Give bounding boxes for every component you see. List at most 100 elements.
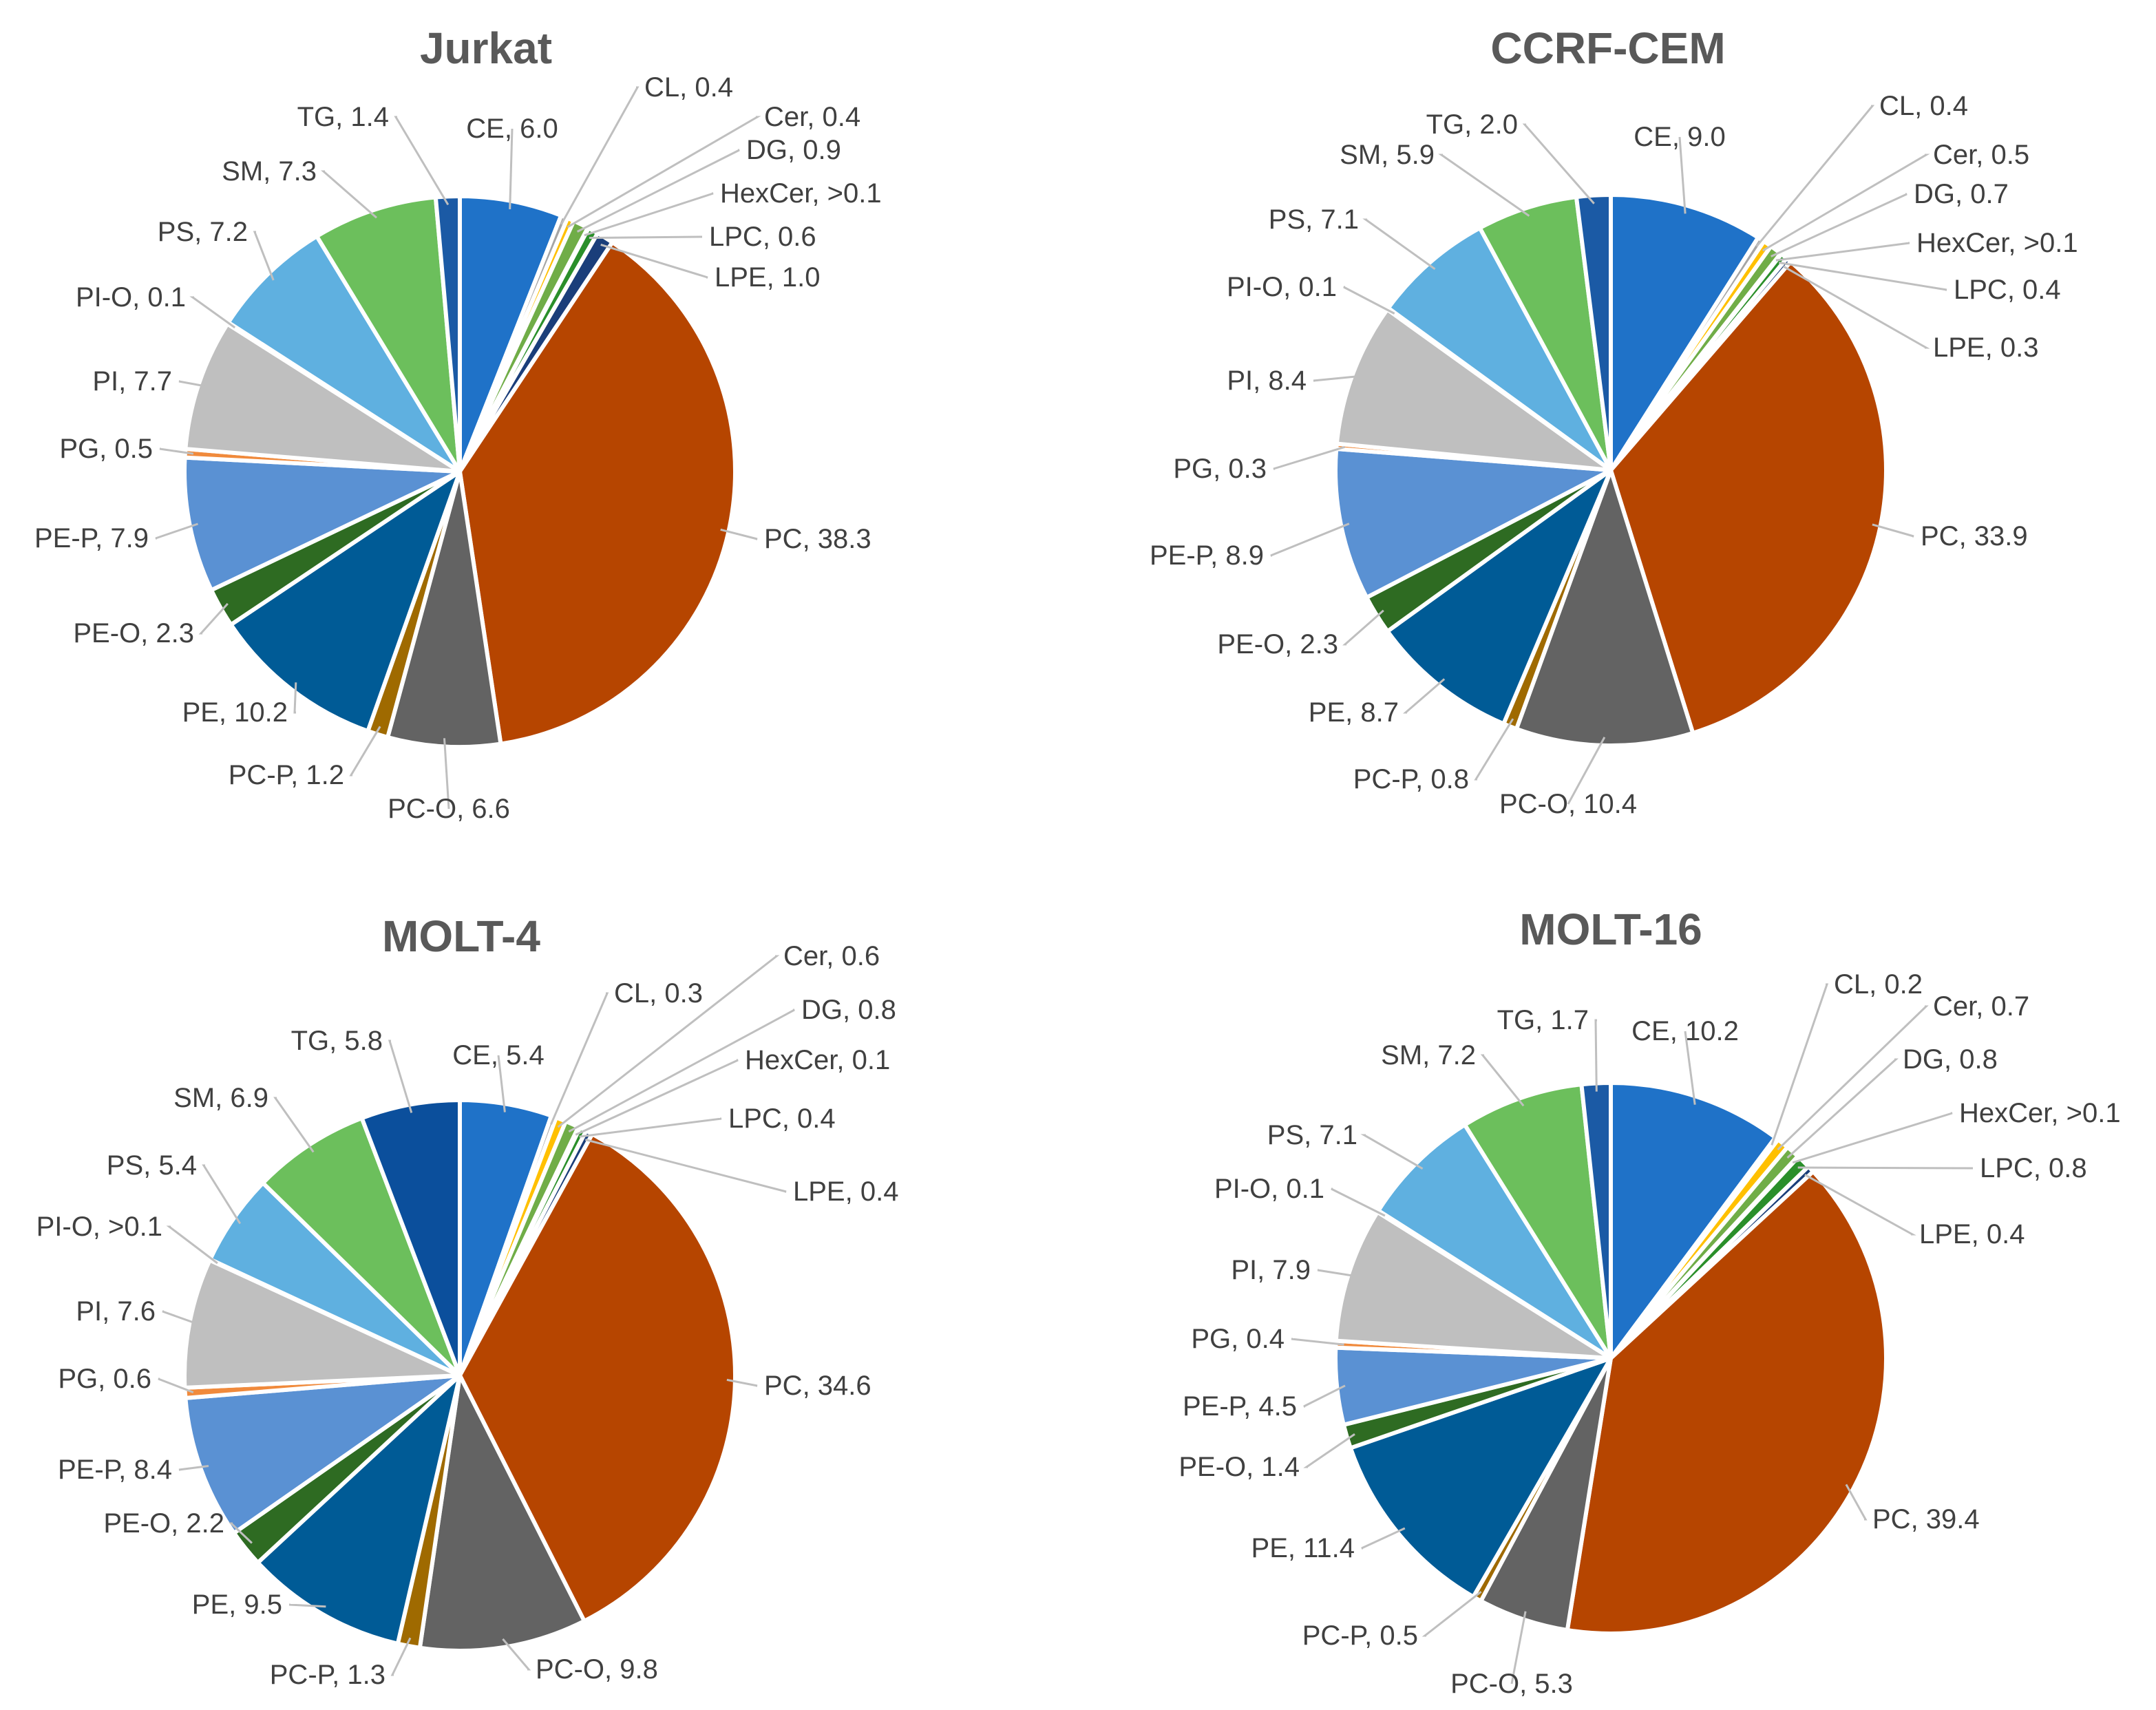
data-label-tg: TG, 5.8 bbox=[291, 1026, 383, 1056]
data-label-hexcer: HexCer, >0.1 bbox=[1959, 1098, 2121, 1128]
data-label-dg: DG, 0.8 bbox=[801, 995, 896, 1025]
slice-ps bbox=[226, 234, 462, 474]
leader-line bbox=[502, 1638, 531, 1671]
leader-line bbox=[1567, 737, 1606, 805]
data-label-lpc: LPC, 0.6 bbox=[709, 222, 816, 252]
data-label-pe-p: PE-P, 8.9 bbox=[1150, 540, 1264, 571]
leader-line bbox=[600, 243, 708, 279]
data-label-dg: DG, 0.9 bbox=[746, 135, 841, 165]
data-label-pe-o: PE-O, 2.3 bbox=[73, 618, 194, 648]
data-label-cl: CL, 0.2 bbox=[1834, 969, 1923, 1000]
data-label-pe-p: PE-P, 7.9 bbox=[34, 523, 149, 553]
slice-pi bbox=[1333, 1210, 1613, 1360]
slice-pc-o bbox=[417, 1373, 586, 1653]
leader-line bbox=[253, 231, 275, 281]
leader-line bbox=[1522, 123, 1595, 204]
data-label-ce: CE, 9.0 bbox=[1634, 122, 1725, 152]
data-label-lpc: LPC, 0.4 bbox=[1954, 275, 2061, 305]
leader-line bbox=[1755, 105, 1875, 247]
data-label-dg: DG, 0.8 bbox=[1903, 1044, 1998, 1075]
data-label-lpe: LPE, 0.4 bbox=[1919, 1219, 2025, 1249]
slice-sm bbox=[1462, 1082, 1613, 1360]
leader-line bbox=[1342, 609, 1384, 646]
slice-pi bbox=[183, 321, 462, 474]
leader-line bbox=[1845, 1484, 1868, 1521]
leader-line bbox=[576, 149, 740, 233]
leader-line bbox=[1362, 218, 1436, 271]
data-label-lpc: LPC, 0.4 bbox=[728, 1104, 836, 1134]
data-label-cer: Cer, 0.4 bbox=[764, 102, 860, 132]
data-label-pe-o: PE-O, 2.3 bbox=[1217, 629, 1338, 659]
leader-line bbox=[1792, 1112, 1953, 1164]
leader-line bbox=[575, 1059, 739, 1136]
pie-chart-molt-16: MOLT-16 CE, 10.2 CL, 0.2 Cer, 0.7 DG, 0.8 Hex… bbox=[1179, 905, 2120, 1699]
data-label-ps: PS, 7.1 bbox=[1269, 204, 1359, 235]
data-label-pi-o: PI-O, >0.1 bbox=[36, 1212, 162, 1242]
leader-line bbox=[1762, 154, 1930, 252]
leader-line bbox=[321, 170, 377, 219]
data-label-ce: CE, 6.0 bbox=[466, 114, 558, 144]
slice-tg bbox=[1574, 192, 1613, 472]
data-label-lpe: LPE, 0.3 bbox=[1933, 332, 2038, 363]
slice-pi bbox=[1334, 307, 1613, 472]
slice-pc-o bbox=[1514, 468, 1695, 748]
data-label-ps: PS, 7.1 bbox=[1267, 1120, 1357, 1150]
data-label-pi-o: PI-O, 0.1 bbox=[1214, 1174, 1324, 1204]
leader-line bbox=[1331, 1188, 1386, 1217]
leader-line bbox=[1343, 286, 1395, 315]
leader-line bbox=[585, 1139, 787, 1193]
leader-line bbox=[1778, 262, 1947, 291]
pie-labels: CE, 10.2 CL, 0.2 Cer, 0.7 DG, 0.8 HexCer, >0… bbox=[1179, 969, 2120, 1699]
leader-line bbox=[1474, 718, 1514, 781]
leader-line bbox=[388, 1039, 413, 1113]
leader-line bbox=[229, 1522, 253, 1544]
data-label-ps: PS, 7.2 bbox=[158, 217, 248, 247]
leader-line bbox=[443, 738, 450, 810]
leader-line bbox=[1273, 445, 1345, 470]
leader-line bbox=[288, 1603, 326, 1608]
leader-line bbox=[509, 128, 514, 209]
data-label-pc-o: PC-O, 5.3 bbox=[1450, 1669, 1573, 1699]
leader-line bbox=[1303, 1433, 1355, 1468]
chart-title: MOLT-4 bbox=[382, 911, 540, 961]
leader-line bbox=[560, 86, 640, 225]
leader-line bbox=[1438, 154, 1530, 217]
leader-line bbox=[584, 192, 714, 237]
data-label-pe: PE, 9.5 bbox=[192, 1590, 282, 1620]
leader-line bbox=[155, 522, 198, 540]
data-label-pc-o: PC-O, 10.4 bbox=[1499, 789, 1637, 819]
data-label-pi: PI, 8.4 bbox=[1227, 366, 1307, 396]
data-label-pe-o: PE-O, 1.4 bbox=[1179, 1452, 1300, 1482]
leader-line bbox=[1422, 1591, 1482, 1637]
data-label-dg: DG, 0.7 bbox=[1914, 179, 2009, 209]
leader-line bbox=[159, 447, 194, 455]
leader-line bbox=[1291, 1338, 1344, 1346]
data-label-pc: PC, 34.6 bbox=[764, 1371, 871, 1401]
leader-line bbox=[189, 296, 236, 329]
data-label-pe: PE, 10.2 bbox=[182, 697, 288, 728]
slice-pe bbox=[1385, 468, 1613, 726]
leader-line bbox=[1775, 242, 1910, 262]
leader-line bbox=[1402, 678, 1446, 714]
data-label-pc-p: PC-P, 0.5 bbox=[1302, 1621, 1418, 1651]
leader-line bbox=[158, 1378, 194, 1393]
data-label-pi-o: PI-O, 0.1 bbox=[76, 282, 186, 313]
leader-line bbox=[497, 1055, 506, 1112]
leader-line bbox=[550, 992, 609, 1125]
slice-ps bbox=[1376, 1122, 1613, 1360]
slice-pe-p bbox=[183, 1373, 462, 1535]
leader-line bbox=[178, 380, 207, 388]
data-label-pi: PI, 7.6 bbox=[76, 1296, 156, 1327]
leader-line bbox=[349, 726, 381, 777]
data-label-cer: Cer, 0.7 bbox=[1933, 991, 2029, 1022]
data-label-pe-p: PE-P, 8.4 bbox=[58, 1455, 172, 1485]
slice-ce bbox=[1609, 193, 1761, 472]
data-label-pi: PI, 7.9 bbox=[1231, 1255, 1311, 1285]
data-label-pe: PE, 11.4 bbox=[1251, 1533, 1355, 1563]
slice-pe bbox=[229, 469, 462, 734]
leader-line bbox=[1771, 983, 1829, 1146]
data-label-ps: PS, 5.4 bbox=[107, 1150, 197, 1181]
leader-line bbox=[1313, 374, 1362, 382]
data-label-cer: Cer, 0.6 bbox=[783, 941, 880, 971]
data-label-pi-o: PI-O, 0.1 bbox=[1227, 272, 1337, 302]
